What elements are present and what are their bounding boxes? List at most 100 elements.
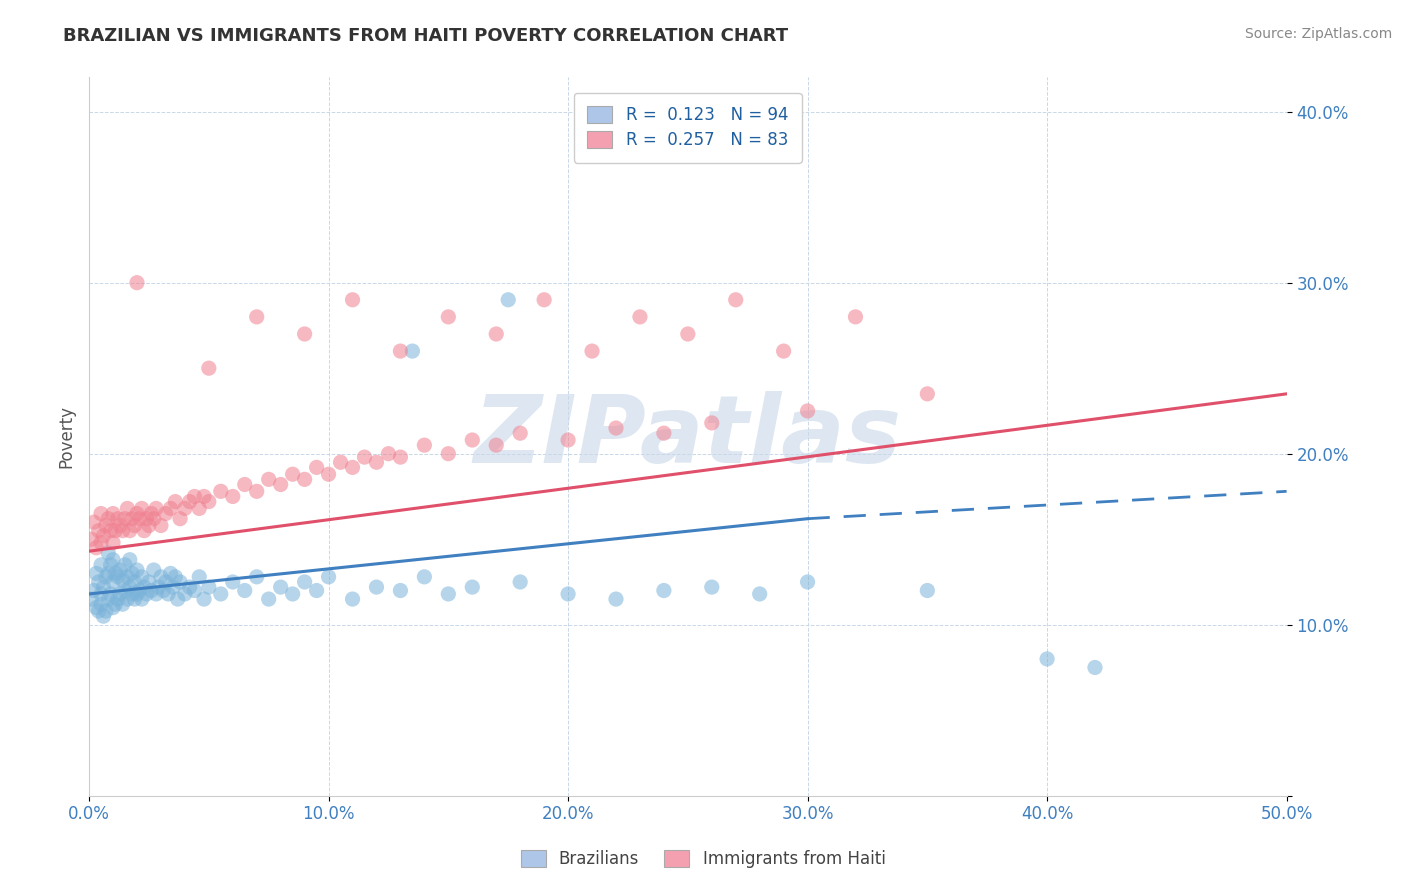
Point xyxy=(281,467,304,482)
Point xyxy=(233,583,256,598)
Point xyxy=(461,433,484,447)
Point xyxy=(844,310,866,324)
Point xyxy=(101,535,124,549)
Point xyxy=(107,511,129,525)
Point xyxy=(917,583,939,598)
Point xyxy=(87,604,110,618)
Point xyxy=(125,507,148,521)
Point xyxy=(131,501,153,516)
Point xyxy=(700,416,723,430)
Point xyxy=(108,587,131,601)
Point xyxy=(135,587,157,601)
Point xyxy=(389,344,412,359)
Point xyxy=(377,447,399,461)
Point xyxy=(93,580,115,594)
Point xyxy=(148,580,170,594)
Point xyxy=(198,580,221,594)
Point xyxy=(118,580,141,594)
Point xyxy=(209,587,232,601)
Point xyxy=(165,494,187,508)
Point xyxy=(437,587,460,601)
Point xyxy=(257,472,280,486)
Point xyxy=(233,477,256,491)
Point xyxy=(159,566,181,581)
Point xyxy=(222,574,245,589)
Point xyxy=(193,490,215,504)
Point xyxy=(700,580,723,594)
Point xyxy=(155,507,177,521)
Point xyxy=(179,580,201,594)
Point xyxy=(461,580,484,594)
Point xyxy=(294,574,316,589)
Point xyxy=(165,570,187,584)
Legend: R =  0.123   N = 94, R =  0.257   N = 83: R = 0.123 N = 94, R = 0.257 N = 83 xyxy=(574,93,801,162)
Point xyxy=(128,511,150,525)
Point xyxy=(169,574,191,589)
Point xyxy=(485,326,508,341)
Point xyxy=(155,574,177,589)
Point xyxy=(131,570,153,584)
Point xyxy=(84,541,107,555)
Point xyxy=(496,293,519,307)
Point xyxy=(246,570,269,584)
Point xyxy=(87,524,110,538)
Point xyxy=(111,574,134,588)
Point xyxy=(97,546,120,560)
Point xyxy=(294,326,316,341)
Text: BRAZILIAN VS IMMIGRANTS FROM HAITI POVERTY CORRELATION CHART: BRAZILIAN VS IMMIGRANTS FROM HAITI POVER… xyxy=(63,27,789,45)
Point xyxy=(437,447,460,461)
Point xyxy=(121,587,143,601)
Point xyxy=(305,460,328,475)
Point xyxy=(131,592,153,607)
Point xyxy=(107,592,129,607)
Point xyxy=(294,472,316,486)
Point xyxy=(179,494,201,508)
Point xyxy=(138,518,160,533)
Point xyxy=(94,518,117,533)
Point xyxy=(149,570,172,584)
Point xyxy=(166,592,188,607)
Point xyxy=(389,450,412,464)
Point xyxy=(413,438,436,452)
Point xyxy=(124,518,146,533)
Point xyxy=(605,592,627,607)
Point xyxy=(162,580,184,594)
Point xyxy=(90,507,112,521)
Point xyxy=(104,566,127,581)
Point xyxy=(100,524,122,538)
Point xyxy=(183,583,205,598)
Text: Source: ZipAtlas.com: Source: ZipAtlas.com xyxy=(1244,27,1392,41)
Point xyxy=(652,583,675,598)
Point xyxy=(121,511,143,525)
Point xyxy=(94,570,117,584)
Point xyxy=(305,583,328,598)
Point xyxy=(111,524,134,538)
Point xyxy=(257,592,280,607)
Point xyxy=(94,604,117,618)
Point xyxy=(222,490,245,504)
Point xyxy=(183,490,205,504)
Point xyxy=(124,592,146,607)
Point xyxy=(157,587,180,601)
Point xyxy=(366,455,388,469)
Point xyxy=(676,326,699,341)
Point xyxy=(90,558,112,572)
Point xyxy=(108,518,131,533)
Point xyxy=(101,553,124,567)
Point xyxy=(353,450,375,464)
Point xyxy=(117,501,139,516)
Point xyxy=(557,587,579,601)
Point xyxy=(125,587,148,601)
Point xyxy=(145,587,167,601)
Point xyxy=(141,583,163,598)
Y-axis label: Poverty: Poverty xyxy=(58,405,75,468)
Point xyxy=(117,592,139,607)
Point xyxy=(198,361,221,376)
Point xyxy=(188,570,211,584)
Point xyxy=(117,570,139,584)
Point xyxy=(152,583,174,598)
Point xyxy=(124,574,146,589)
Point xyxy=(401,344,423,359)
Point xyxy=(605,421,627,435)
Point xyxy=(796,404,818,418)
